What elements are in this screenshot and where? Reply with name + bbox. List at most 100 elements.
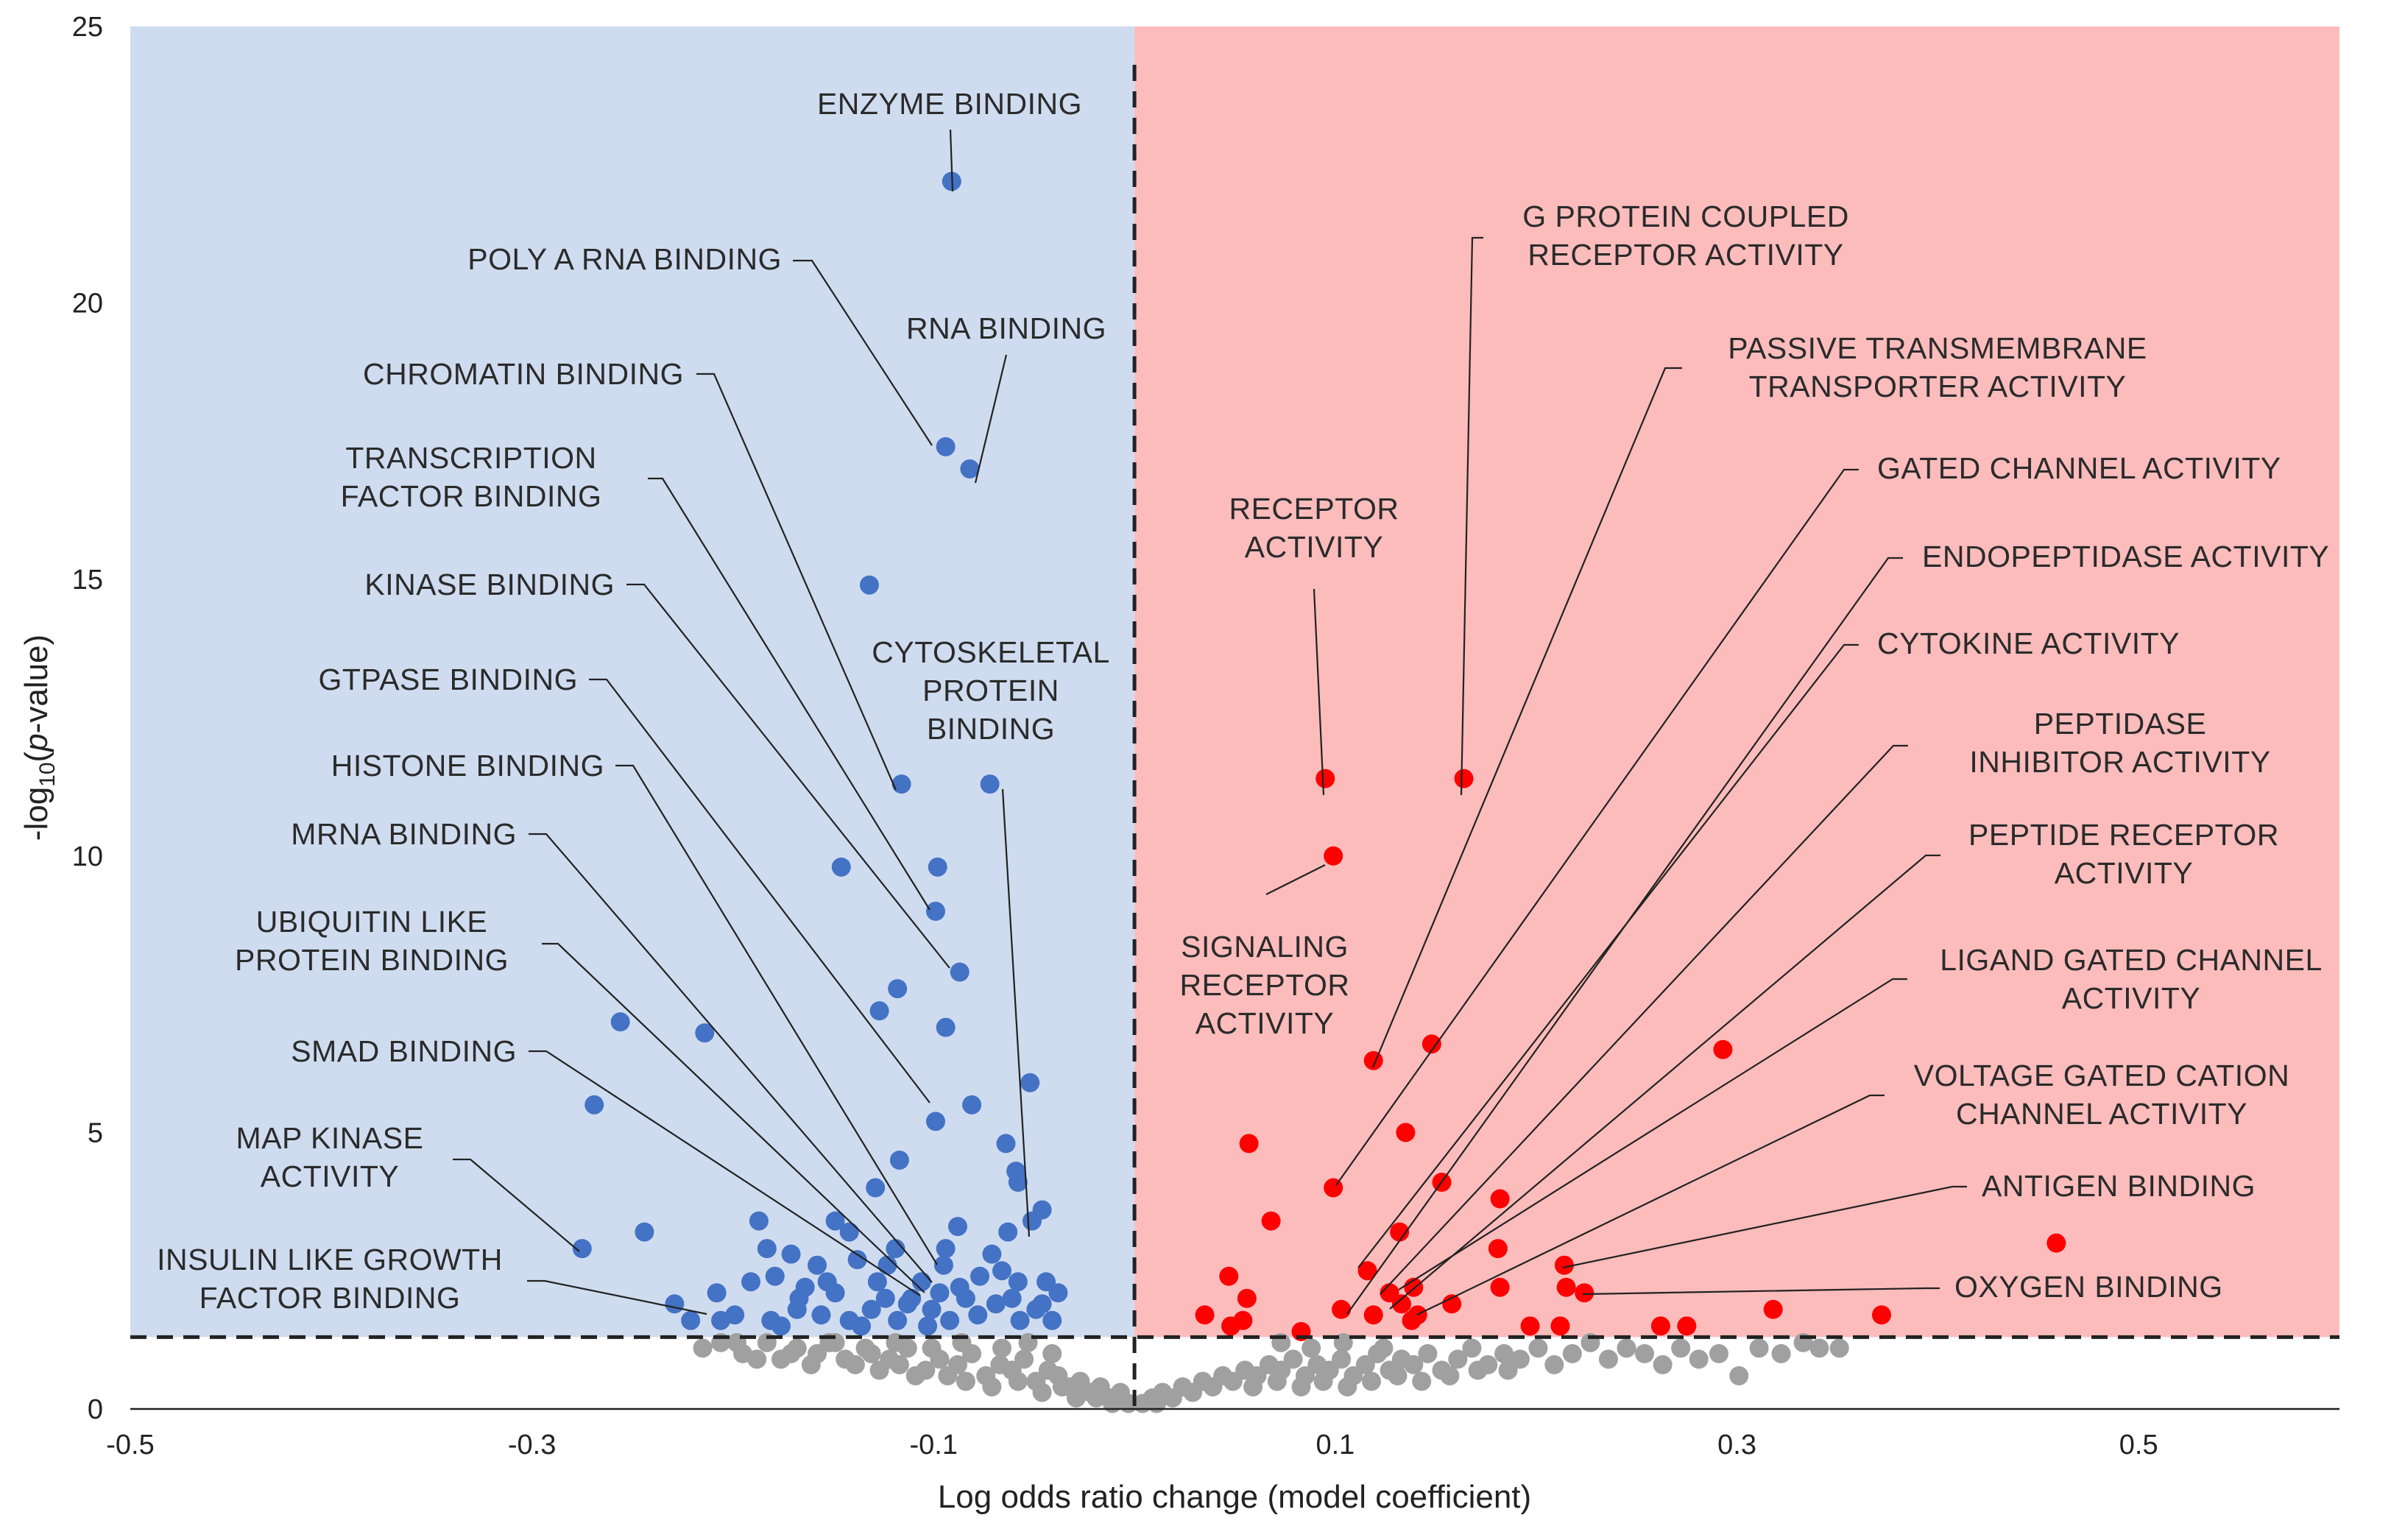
positive-point: [1332, 1299, 1352, 1319]
annotation-label: CHROMATIN BINDING: [363, 357, 684, 391]
annotation-label: PEPTIDASE: [2034, 707, 2207, 741]
annotation-leader-line: [1346, 557, 1903, 1315]
negative-point: [968, 1305, 988, 1325]
annotation-leader-line: [589, 678, 930, 1103]
annotation-leader-line: [696, 372, 897, 791]
positive-point: [1550, 1316, 1570, 1336]
positive-point: [1575, 1283, 1594, 1303]
nonsignificant-point: [1243, 1377, 1263, 1396]
annotation-label: MAP KINASE: [236, 1121, 424, 1155]
negative-point: [1042, 1310, 1062, 1330]
negative-point: [928, 857, 947, 877]
negative-point: [1010, 1310, 1030, 1330]
negative-point: [930, 1283, 950, 1303]
positive-point: [1490, 1277, 1510, 1297]
nonsignificant-point: [1418, 1343, 1438, 1363]
y-tick-label: 25: [72, 12, 103, 43]
annotation-leader-line: [1582, 1287, 1940, 1296]
negative-point: [1002, 1288, 1022, 1308]
nonsignificant-point: [1338, 1377, 1357, 1396]
negative-point: [877, 1255, 897, 1275]
nonsignificant-point: [1598, 1349, 1618, 1369]
negative-point: [741, 1272, 761, 1292]
negative-point: [665, 1294, 685, 1314]
nonsignificant-point: [781, 1343, 801, 1363]
positive-point: [1233, 1310, 1253, 1330]
nonsignificant-point: [1412, 1371, 1432, 1391]
nonsignificant-point: [1066, 1388, 1086, 1407]
positive-point: [1871, 1305, 1891, 1325]
nonsignificant-point: [1332, 1349, 1352, 1369]
negative-point: [922, 1299, 942, 1319]
positive-point: [1421, 1034, 1441, 1054]
positive-point: [1219, 1266, 1239, 1286]
negative-point: [962, 1095, 982, 1115]
positive-point: [1677, 1316, 1697, 1336]
negative-point: [933, 1255, 953, 1275]
negative-point: [1008, 1173, 1028, 1193]
negative-point: [765, 1266, 785, 1286]
negative-point: [936, 437, 956, 456]
positive-point: [1390, 1222, 1410, 1242]
annotation-label: OXYGEN BINDING: [1954, 1270, 2223, 1304]
negative-point: [948, 1217, 968, 1237]
annotation-leader-line: [1389, 854, 1940, 1310]
nonsignificant-point: [1448, 1349, 1468, 1369]
nonsignificant-point: [1562, 1343, 1582, 1363]
nonsignificant-point: [938, 1366, 958, 1385]
negative-point: [1036, 1272, 1056, 1292]
negative-point: [817, 1272, 837, 1292]
annotation-label: RECEPTOR: [1229, 492, 1399, 526]
negative-point: [681, 1310, 701, 1330]
annotation-leader-line: [1416, 1094, 1885, 1315]
x-tick-label: -0.3: [508, 1430, 556, 1460]
nonsignificant-point: [1653, 1354, 1673, 1374]
negative-point: [936, 1017, 956, 1037]
annotation-label: ENZYME BINDING: [817, 87, 1082, 121]
negative-point: [757, 1239, 777, 1259]
negative-point: [695, 1023, 715, 1043]
annotation-label: GATED CHANNEL ACTIVITY: [1877, 451, 2281, 485]
nonsignificant-point: [1498, 1360, 1518, 1380]
annotation-leader-line: [1562, 1185, 1967, 1269]
nonsignificant-point: [1291, 1377, 1311, 1396]
negative-point: [847, 1250, 867, 1270]
nonsignificant-point: [855, 1338, 875, 1358]
annotation-leader-line: [1371, 367, 1682, 1068]
axes: -0.5 -0.3 -0.1 0.1 0.3 0.5 0 5 10 15 20 25: [72, 12, 2339, 1460]
annotation-leader-line: [974, 354, 1008, 484]
negative-point: [992, 1261, 1012, 1281]
annotation-label: TRANSCRIPTION: [345, 441, 596, 475]
annotation-label: PASSIVE TRANSMEMBRANE: [1728, 331, 2147, 365]
nonsignificant-point: [982, 1377, 1002, 1396]
negative-point: [996, 1134, 1016, 1154]
annotation-label: RECEPTOR ACTIVITY: [1528, 238, 1843, 272]
annotation-label: POLY A RNA BINDING: [467, 242, 782, 276]
annotation-label: HISTONE BINDING: [331, 749, 604, 783]
positive-point: [1520, 1316, 1540, 1336]
annotation-label: PROTEIN BINDING: [235, 943, 509, 977]
negative-point: [980, 774, 1000, 794]
annotation-label: ACTIVITY: [1196, 1006, 1335, 1040]
nonsignificant-point: [905, 1366, 925, 1385]
negative-point: [1020, 1073, 1040, 1092]
negative-point: [771, 1316, 791, 1336]
positive-point: [1402, 1310, 1421, 1330]
negative-point: [875, 1288, 895, 1308]
annotation-label: ACTIVITY: [2062, 981, 2201, 1015]
x-tick-label: 0.1: [1315, 1430, 1355, 1460]
positive-point: [1315, 769, 1335, 788]
positive-point: [1490, 1189, 1510, 1209]
nonsignificant-point: [1267, 1371, 1287, 1391]
nonsignificant-point: [1355, 1354, 1375, 1374]
negative-point: [859, 575, 879, 595]
positive-point: [1195, 1305, 1215, 1325]
nonsignificant-point: [922, 1338, 942, 1358]
negative-point: [950, 962, 970, 982]
negative-point: [926, 901, 946, 921]
nonsignificant-point: [1042, 1343, 1062, 1363]
negative-point: [982, 1244, 1002, 1264]
negative-point: [888, 979, 908, 999]
x-tick-label: -0.1: [910, 1430, 958, 1460]
positive-point: [1454, 769, 1474, 788]
